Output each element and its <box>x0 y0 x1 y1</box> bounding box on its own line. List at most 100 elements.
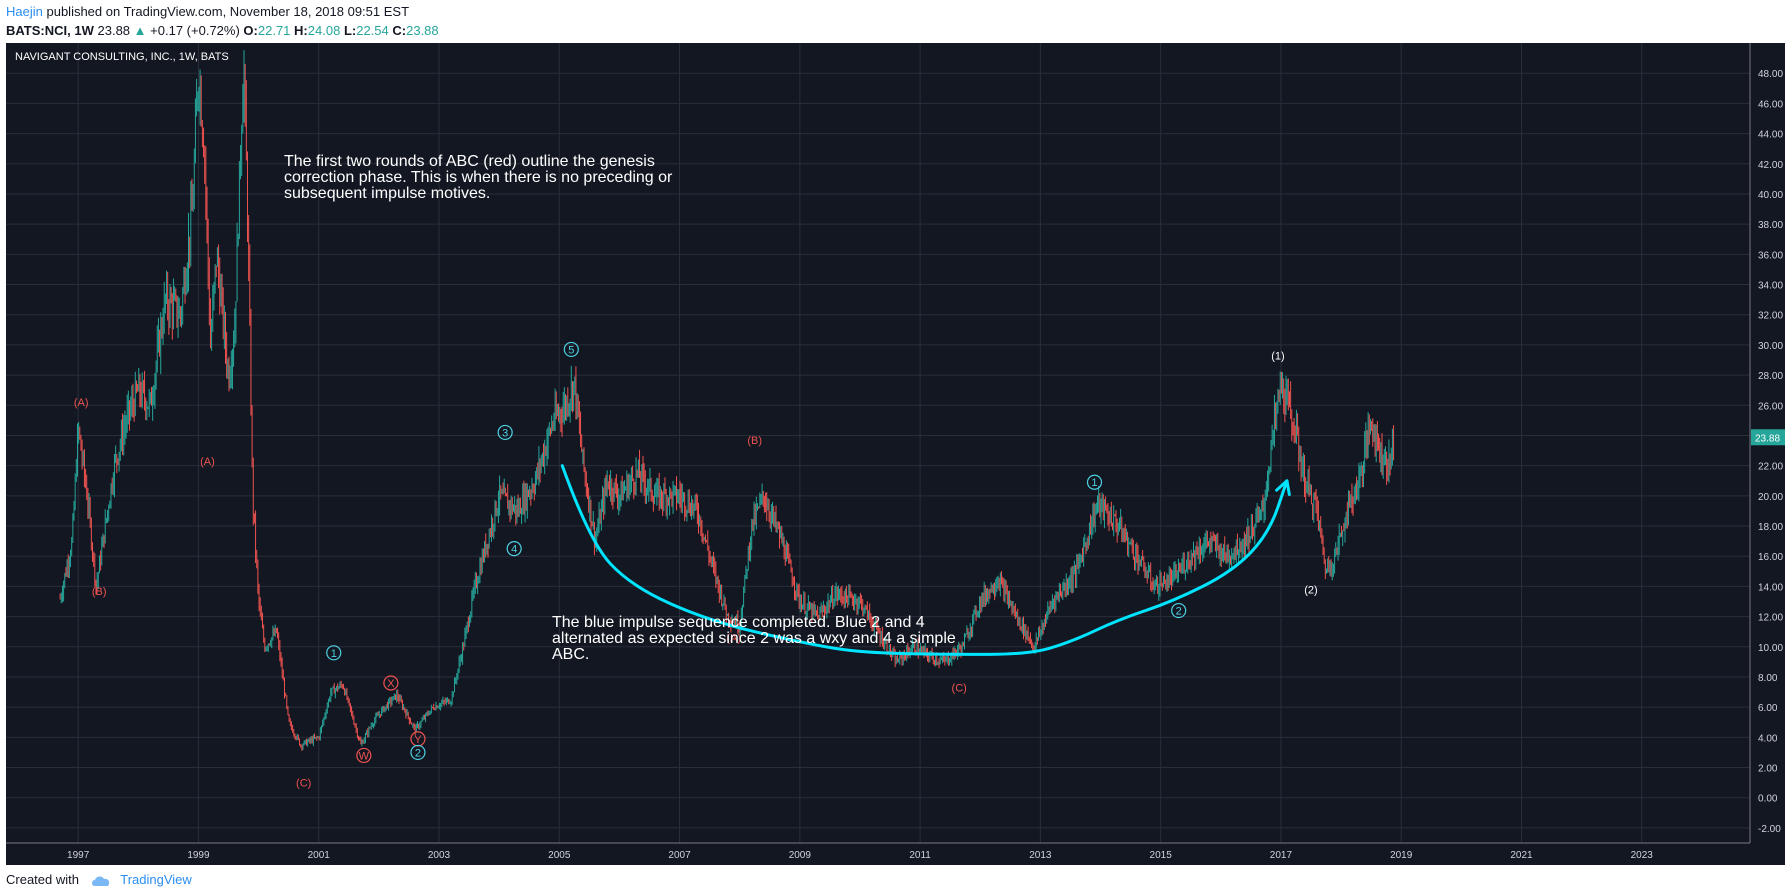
y-tick-label: 22.00 <box>1758 462 1783 473</box>
y-tick-label: 34.00 <box>1758 281 1783 292</box>
wave-label-text: 2 <box>1176 606 1182 618</box>
curve-arrow-head <box>1275 479 1291 497</box>
y-tick-label: 42.00 <box>1758 160 1783 171</box>
high-value: 24.08 <box>307 23 341 38</box>
wave-label: X <box>383 675 399 691</box>
wave-label-circle <box>1086 474 1103 490</box>
wave-label-circle <box>383 675 399 691</box>
y-tick-label: 36.00 <box>1758 250 1783 261</box>
y-tick-label: 12.00 <box>1758 613 1783 624</box>
close-label: C: <box>392 23 407 38</box>
wave-label-circle <box>1171 602 1187 619</box>
wave-label: (1) <box>1271 350 1284 362</box>
wave-label-text: (A) <box>74 397 89 409</box>
open-value: 22.71 <box>257 23 291 38</box>
y-tick-label: 28.00 <box>1758 371 1783 382</box>
wave-label: 5 <box>563 341 579 358</box>
wave-label-circle <box>326 645 342 661</box>
wave-label-text: (A) <box>726 633 741 645</box>
y-tick-label: -2.00 <box>1758 824 1781 835</box>
axes: -2.00 0.00 2.00 4.00 6.00 8.00 10.00 12.00 14.00… <box>6 43 1785 861</box>
x-tick-label: 2003 <box>428 850 451 861</box>
y-tick-label: 10.00 <box>1758 643 1783 654</box>
low-value: 22.54 <box>356 23 389 38</box>
x-tick-label: 2015 <box>1150 850 1173 861</box>
wave-label-circle <box>356 747 372 764</box>
wave-label: 4 <box>506 541 522 557</box>
wave-label-text: (1) <box>1271 350 1284 362</box>
chart-header: Haejin published on TradingView.com, Nov… <box>6 2 1766 42</box>
wave-label: (A) <box>726 633 741 645</box>
y-tick-label: 40.00 <box>1758 190 1783 201</box>
x-tick-label: 2005 <box>548 850 571 861</box>
wave-label-text: (C) <box>952 683 967 695</box>
y-tick-label: 8.00 <box>1758 673 1778 684</box>
y-tick-label: 2.00 <box>1758 764 1778 775</box>
tradingview-link[interactable]: TradingView <box>120 872 192 887</box>
wave-label-text: (B) <box>92 586 107 598</box>
open-label: O: <box>243 23 258 38</box>
wave-label: (C) <box>952 683 967 695</box>
wave-label: 2 <box>410 744 426 761</box>
wave-label-circle <box>410 744 426 761</box>
annotation-line: The first two rounds of ABC (red) outlin… <box>284 153 655 170</box>
up-triangle-icon: ▲ <box>133 23 147 38</box>
annotation-line: The blue impulse sequence completed. Blu… <box>552 614 925 631</box>
y-tick-label: 0.00 <box>1758 794 1778 805</box>
wave-label-text: 4 <box>511 544 517 556</box>
annotation-line: subsequent impulse motives. <box>284 185 490 202</box>
wave-label: 1 <box>326 645 342 661</box>
chart-area[interactable]: (A) (B) (A) (C) 1 W X Y 2 3 4 5 (B) (A) (C) 1 2 (1) (2) Th… <box>6 43 1785 865</box>
wave-label: (B) <box>92 586 107 598</box>
quote-line: BATS:NCI, 1W 23.88 ▲ +0.17 (+0.72%) O:22… <box>6 21 1766 40</box>
wave-label-text: 5 <box>568 344 574 356</box>
x-tick-label: 2023 <box>1631 850 1654 861</box>
curve-line <box>560 464 1289 656</box>
x-tick-label: 2013 <box>1029 850 1052 861</box>
publish-line: Haejin published on TradingView.com, Nov… <box>6 2 1766 21</box>
wave-label: 3 <box>497 424 513 441</box>
last-price-label: 23.88 <box>1755 433 1780 444</box>
price-change: +0.17 (+0.72%) <box>150 23 240 38</box>
wave-label: (A) <box>74 397 89 409</box>
wave-label-circle <box>497 424 513 441</box>
annotation-note: The first two rounds of ABC (red) outlin… <box>284 153 673 202</box>
chart-title: NAVIGANT CONSULTING, INC., 1W, BATS <box>15 51 229 63</box>
y-tick-label: 30.00 <box>1758 341 1783 352</box>
wave-label-text: 1 <box>331 648 337 660</box>
tradingview-cloud-icon <box>91 876 109 886</box>
low-label: L: <box>343 23 357 38</box>
wave-label: (C) <box>296 778 311 790</box>
x-tick-label: 2007 <box>668 850 691 861</box>
wave-label-circle <box>563 341 579 358</box>
annotation-note: The blue impulse sequence completed. Blu… <box>552 614 956 663</box>
wave-label-text: (B) <box>747 435 762 447</box>
y-tick-label: 26.00 <box>1758 401 1783 412</box>
symbol-label: BATS:NCI, 1W <box>6 23 94 38</box>
wave-label-text: Y <box>414 734 422 746</box>
x-tick-label: 2009 <box>789 850 812 861</box>
wave-label-text: 2 <box>415 747 421 759</box>
y-tick-label: 14.00 <box>1758 582 1783 593</box>
y-tick-label: 16.00 <box>1758 552 1783 563</box>
wave-label-circle <box>506 541 522 557</box>
x-tick-label: 2017 <box>1270 850 1293 861</box>
x-tick-label: 2019 <box>1390 850 1413 861</box>
y-tick-label: 46.00 <box>1758 99 1783 110</box>
wave-label-text: 3 <box>502 427 508 439</box>
wave-label-text: X <box>387 678 395 690</box>
last-price: 23.88 <box>97 23 131 38</box>
wave-label: (B) <box>747 435 762 447</box>
created-with-text: Created with <box>6 872 79 887</box>
wave-label-text: (C) <box>296 778 311 790</box>
annotation-line: correction phase. This is when there is … <box>284 169 673 186</box>
wave-label-text: (2) <box>1304 584 1317 596</box>
close-value: 23.88 <box>406 23 439 38</box>
chart-background <box>6 43 1785 865</box>
x-tick-label: 1999 <box>187 850 210 861</box>
author-link[interactable]: Haejin <box>6 4 43 19</box>
y-tick-label: 38.00 <box>1758 220 1783 231</box>
wave-label-text: (A) <box>200 456 215 468</box>
